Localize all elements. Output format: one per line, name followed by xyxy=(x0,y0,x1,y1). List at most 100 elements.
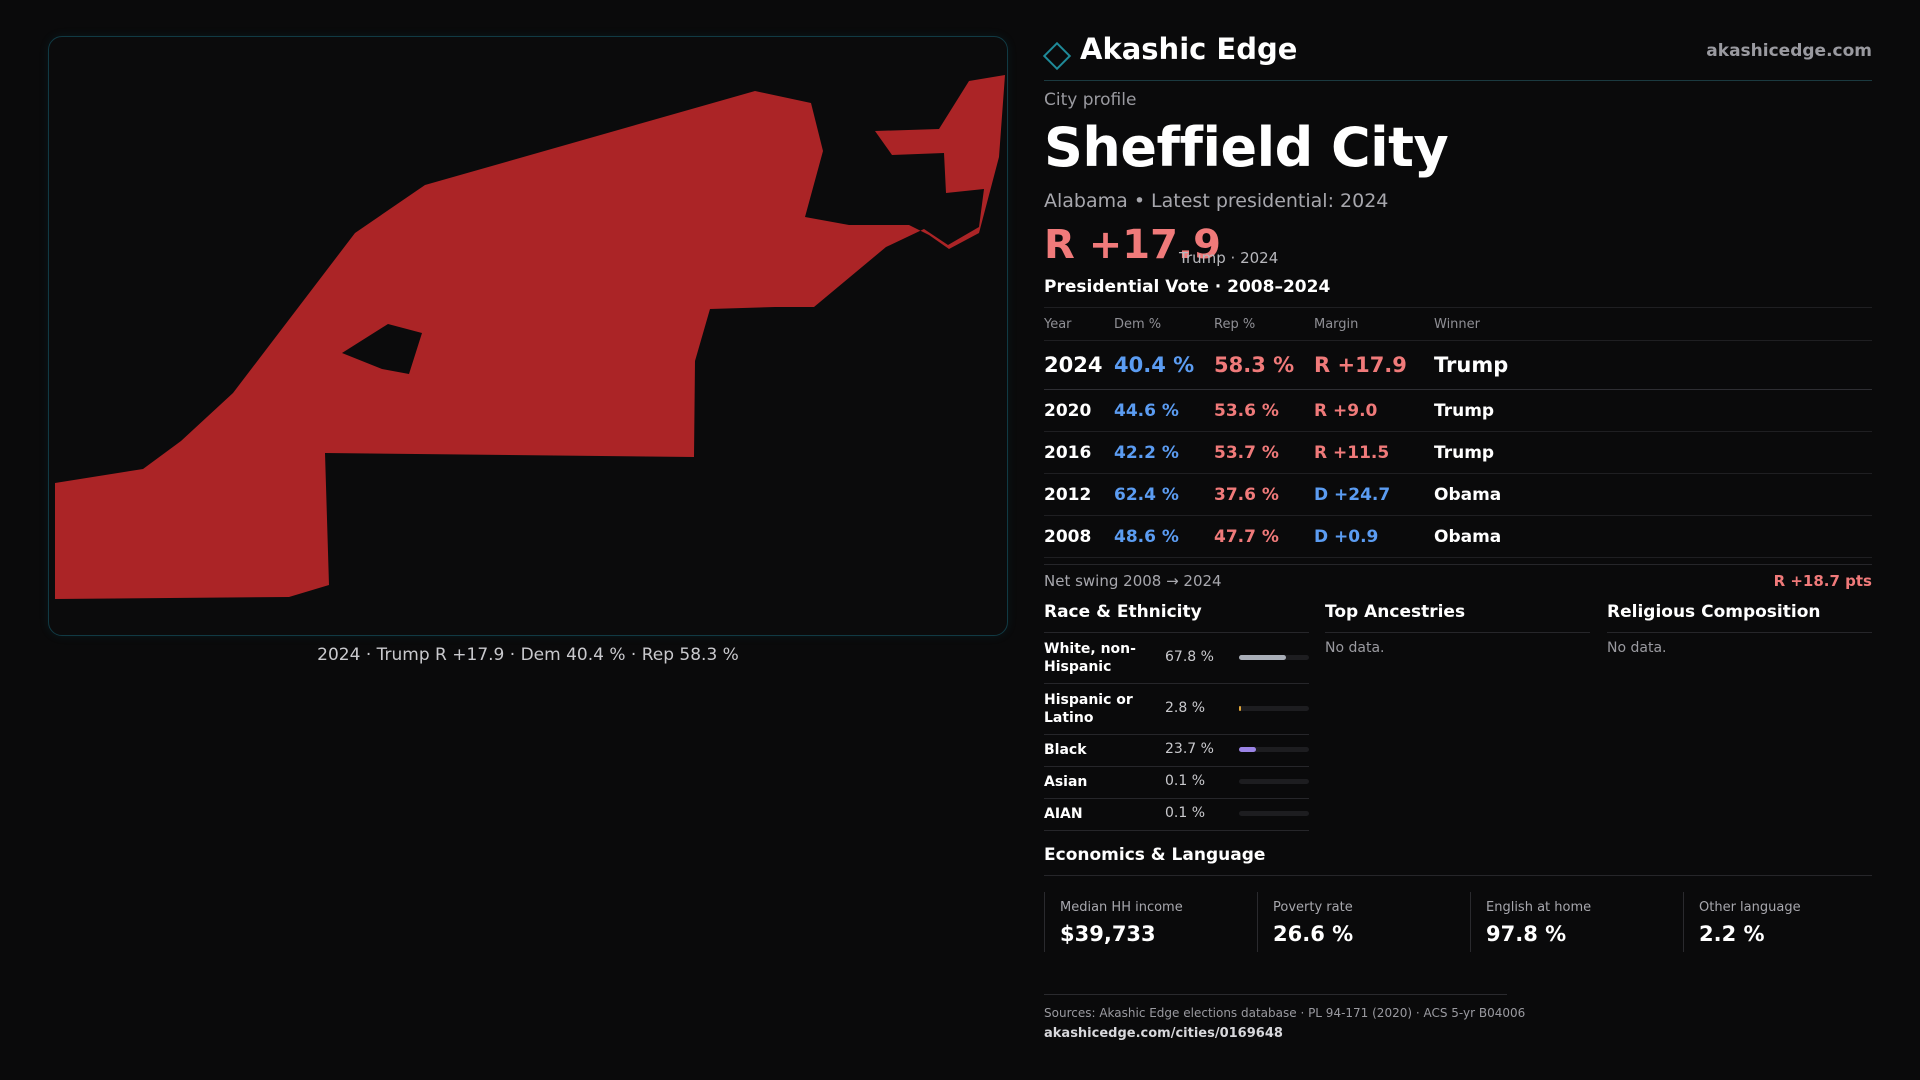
cell-winner: Trump xyxy=(1434,431,1872,474)
brand-header: Akashic Edge akashicedge.com xyxy=(1042,30,1872,81)
race-bar-fill xyxy=(1239,655,1287,660)
cell-winner: Obama xyxy=(1434,473,1872,516)
economics-section-title: Economics & Language xyxy=(1044,845,1266,865)
latest-margin-note: Trump · 2024 xyxy=(1179,249,1279,267)
cell-margin: R +11.5 xyxy=(1314,431,1434,474)
cell-winner: Trump xyxy=(1434,340,1872,390)
table-row: 2024 40.4 % 58.3 % R +17.9 Trump xyxy=(1044,340,1872,390)
vote-table-title: Presidential Vote · 2008–2024 xyxy=(1044,277,1331,297)
cell-dem: 44.6 % xyxy=(1114,389,1214,432)
econ-label: Poverty rate xyxy=(1273,900,1353,915)
race-pct: 23.7 % xyxy=(1165,741,1214,757)
cell-dem: 48.6 % xyxy=(1114,515,1214,558)
diamond-logo-icon xyxy=(1042,41,1072,71)
cell-rep: 37.6 % xyxy=(1214,473,1314,516)
race-pct: 67.8 % xyxy=(1165,649,1214,665)
cell-margin: D +24.7 xyxy=(1314,473,1434,516)
table-row: 2016 42.2 % 53.7 % R +11.5 Trump xyxy=(1044,431,1872,474)
column-header-year: Year xyxy=(1044,307,1114,341)
econ-card-poverty: Poverty rate 26.6 % xyxy=(1257,892,1458,952)
cell-year: 2016 xyxy=(1044,431,1114,474)
cell-rep: 53.6 % xyxy=(1214,389,1314,432)
race-bar-fill xyxy=(1239,706,1241,711)
cell-year: 2020 xyxy=(1044,389,1114,432)
econ-value: 97.8 % xyxy=(1486,922,1567,946)
econ-label: Other language xyxy=(1699,900,1801,915)
cell-margin: R +9.0 xyxy=(1314,389,1434,432)
race-pct: 2.8 % xyxy=(1165,700,1206,716)
column-header-dem: Dem % xyxy=(1114,307,1214,341)
sources-note: Sources: Akashic Edge elections database… xyxy=(1044,1006,1526,1020)
race-label: Asian xyxy=(1044,774,1088,790)
city-boundary-map xyxy=(48,36,1008,636)
page-kicker: City profile xyxy=(1044,90,1137,110)
econ-card-income: Median HH income $39,733 xyxy=(1044,892,1245,952)
cell-margin: D +0.9 xyxy=(1314,515,1434,558)
race-row-black: Black 23.7 % xyxy=(1044,735,1309,767)
map-caption: 2024 · Trump R +17.9 · Dem 40.4 % · Rep … xyxy=(317,645,739,665)
race-row-white: White, non-Hispanic 67.8 % xyxy=(1044,633,1309,684)
table-header-row: Year Dem % Rep % Margin Winner xyxy=(1044,307,1872,341)
race-bar-track xyxy=(1239,779,1309,784)
footer-divider xyxy=(1044,994,1507,995)
page-url-link[interactable]: akashicedge.com/cities/0169648 xyxy=(1044,1026,1283,1041)
page-subtitle: Alabama • Latest presidential: 2024 xyxy=(1044,190,1389,212)
econ-value: 26.6 % xyxy=(1273,922,1354,946)
ancestries-empty-message: No data. xyxy=(1325,640,1385,656)
net-swing-row: Net swing 2008 → 2024 R +18.7 pts xyxy=(1044,564,1872,595)
city-boundary-shape xyxy=(55,75,1005,599)
cell-rep: 53.7 % xyxy=(1214,431,1314,474)
economics-divider xyxy=(1044,875,1872,876)
religion-empty-message: No data. xyxy=(1607,640,1667,656)
cell-year: 2012 xyxy=(1044,473,1114,516)
cell-winner: Obama xyxy=(1434,515,1872,558)
cell-dem: 62.4 % xyxy=(1114,473,1214,516)
race-row-hispanic: Hispanic or Latino 2.8 % xyxy=(1044,684,1309,735)
cell-dem: 40.4 % xyxy=(1114,340,1214,390)
race-bar-track xyxy=(1239,706,1309,711)
race-divider xyxy=(1044,632,1309,633)
econ-label: English at home xyxy=(1486,900,1592,915)
race-label: White, non-Hispanic xyxy=(1044,641,1136,675)
table-row: 2012 62.4 % 37.6 % D +24.7 Obama xyxy=(1044,473,1872,516)
profile-panel: Akashic Edge akashicedge.com City profil… xyxy=(1042,30,1872,1041)
race-bar-track xyxy=(1239,811,1309,816)
cell-dem: 42.2 % xyxy=(1114,431,1214,474)
race-row-asian: Asian 0.1 % xyxy=(1044,767,1309,799)
column-header-rep: Rep % xyxy=(1214,307,1314,341)
religion-divider xyxy=(1607,632,1872,633)
brand-url-link[interactable]: akashicedge.com xyxy=(1706,41,1872,61)
econ-card-other-language: Other language 2.2 % xyxy=(1683,892,1884,952)
race-bar-track xyxy=(1239,655,1309,660)
cell-year: 2024 xyxy=(1044,340,1114,390)
ancestries-section-title: Top Ancestries xyxy=(1325,602,1466,622)
net-swing-value: R +18.7 pts xyxy=(1773,572,1872,590)
religion-section-title: Religious Composition xyxy=(1607,602,1821,622)
cell-rep: 58.3 % xyxy=(1214,340,1314,390)
presidential-vote-table: Year Dem % Rep % Margin Winner 2024 40.4… xyxy=(1044,307,1872,558)
cell-rep: 47.7 % xyxy=(1214,515,1314,558)
page-title: Sheffield City xyxy=(1044,116,1449,179)
race-bar-track xyxy=(1239,747,1309,752)
race-label: Black xyxy=(1044,742,1087,758)
race-bar-fill xyxy=(1239,747,1256,752)
race-pct: 0.1 % xyxy=(1165,805,1206,821)
table-row: 2020 44.6 % 53.6 % R +9.0 Trump xyxy=(1044,389,1872,432)
race-pct: 0.1 % xyxy=(1165,773,1206,789)
cell-margin: R +17.9 xyxy=(1314,340,1434,390)
econ-label: Median HH income xyxy=(1060,900,1183,915)
ancestries-divider xyxy=(1325,632,1590,633)
column-header-winner: Winner xyxy=(1434,307,1872,341)
cell-year: 2008 xyxy=(1044,515,1114,558)
race-label: Hispanic or Latino xyxy=(1044,692,1133,726)
race-label: AIAN xyxy=(1044,806,1083,822)
econ-value: $39,733 xyxy=(1060,922,1156,946)
table-row: 2008 48.6 % 47.7 % D +0.9 Obama xyxy=(1044,515,1872,558)
race-section-title: Race & Ethnicity xyxy=(1044,602,1202,622)
cell-winner: Trump xyxy=(1434,389,1872,432)
econ-value: 2.2 % xyxy=(1699,922,1765,946)
net-swing-label: Net swing 2008 → 2024 xyxy=(1044,572,1222,590)
econ-card-english: English at home 97.8 % xyxy=(1470,892,1671,952)
column-header-margin: Margin xyxy=(1314,307,1434,341)
race-row-aian: AIAN 0.1 % xyxy=(1044,799,1309,831)
